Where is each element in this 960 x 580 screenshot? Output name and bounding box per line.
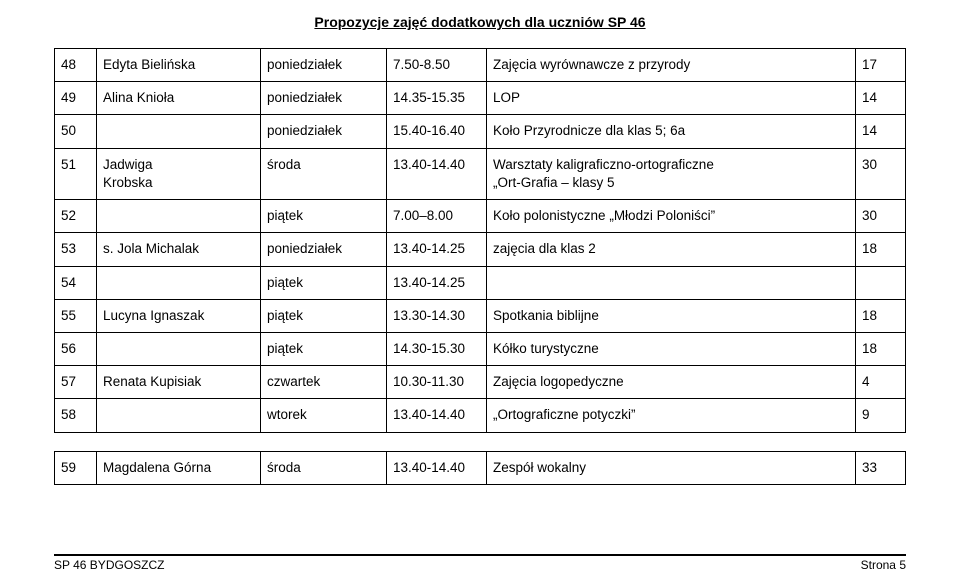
cell-time: 13.40-14.40 — [387, 451, 487, 484]
cell-desc — [487, 266, 856, 299]
cell-num: 50 — [55, 115, 97, 148]
cell-name: Magdalena Górna — [97, 451, 261, 484]
cell-count: 33 — [856, 451, 906, 484]
cell-name — [97, 399, 261, 432]
cell-day: poniedziałek — [261, 82, 387, 115]
cell-day: poniedziałek — [261, 49, 387, 82]
cell-day: poniedziałek — [261, 233, 387, 266]
cell-desc: Zajęcia wyrównawcze z przyrody — [487, 49, 856, 82]
cell-name: Lucyna Ignaszak — [97, 299, 261, 332]
table-row: 55Lucyna Ignaszakpiątek13.30-14.30Spotka… — [55, 299, 906, 332]
footer: SP 46 BYDGOSZCZ Strona 5 — [54, 554, 906, 572]
table-row: 59Magdalena Górnaśroda13.40-14.40Zespół … — [55, 451, 906, 484]
cell-day: czwartek — [261, 366, 387, 399]
cell-day: piątek — [261, 332, 387, 365]
cell-count: 30 — [856, 148, 906, 199]
cell-time: 10.30-11.30 — [387, 366, 487, 399]
cell-desc: Kółko turystyczne — [487, 332, 856, 365]
cell-desc: „Ortograficzne potyczki” — [487, 399, 856, 432]
cell-name: Renata Kupisiak — [97, 366, 261, 399]
cell-day: poniedziałek — [261, 115, 387, 148]
cell-count: 18 — [856, 299, 906, 332]
cell-count: 17 — [856, 49, 906, 82]
cell-num: 52 — [55, 200, 97, 233]
table-row: 50 poniedziałek15.40-16.40Koło Przyrodnic… — [55, 115, 906, 148]
cell-desc: Koło polonistyczne „Młodzi Poloniści” — [487, 200, 856, 233]
cell-time: 7.50-8.50 — [387, 49, 487, 82]
cell-day: środa — [261, 148, 387, 199]
cell-desc: Spotkania biblijne — [487, 299, 856, 332]
cell-num: 59 — [55, 451, 97, 484]
cell-time: 13.30-14.30 — [387, 299, 487, 332]
cell-time: 14.35-15.35 — [387, 82, 487, 115]
table-row: 53s. Jola Michalakponiedziałek13.40-14.2… — [55, 233, 906, 266]
cell-num: 57 — [55, 366, 97, 399]
cell-name — [97, 332, 261, 365]
footer-left: SP 46 BYDGOSZCZ — [54, 558, 164, 572]
cell-name — [97, 200, 261, 233]
cell-name — [97, 266, 261, 299]
cell-time: 13.40-14.40 — [387, 399, 487, 432]
table-row: 51JadwigaKrobskaśroda13.40-14.40Warsztat… — [55, 148, 906, 199]
cell-count: 4 — [856, 366, 906, 399]
cell-time: 14.30-15.30 — [387, 332, 487, 365]
table-row: 56 piątek14.30-15.30Kółko turystyczne18 — [55, 332, 906, 365]
cell-num: 54 — [55, 266, 97, 299]
table-row: 48Edyta Bielińskaponiedziałek7.50-8.50Za… — [55, 49, 906, 82]
cell-num: 56 — [55, 332, 97, 365]
table-row: 54 piątek13.40-14.25 — [55, 266, 906, 299]
page-title: Propozycje zajęć dodatkowych dla uczniów… — [54, 14, 906, 30]
table-row: 49Alina Kniołaponiedziałek14.35-15.35LOP… — [55, 82, 906, 115]
table-row: 52 piątek7.00–8.00Koło polonistyczne „Mło… — [55, 200, 906, 233]
cell-desc: Warsztaty kaligraficzno-ortograficzne„Or… — [487, 148, 856, 199]
cell-count: 18 — [856, 233, 906, 266]
cell-name: Edyta Bielińska — [97, 49, 261, 82]
cell-name: s. Jola Michalak — [97, 233, 261, 266]
cell-name: Alina Knioła — [97, 82, 261, 115]
footer-rule — [54, 554, 906, 556]
cell-time: 13.40-14.25 — [387, 233, 487, 266]
cell-count: 18 — [856, 332, 906, 365]
cell-day: środa — [261, 451, 387, 484]
cell-num: 58 — [55, 399, 97, 432]
cell-name — [97, 115, 261, 148]
table-row: 58 wtorek13.40-14.40„Ortograficzne potycz… — [55, 399, 906, 432]
cell-time: 15.40-16.40 — [387, 115, 487, 148]
cell-count: 14 — [856, 82, 906, 115]
cell-num: 53 — [55, 233, 97, 266]
schedule-table-2: 59Magdalena Górnaśroda13.40-14.40Zespół … — [54, 451, 906, 485]
cell-name: JadwigaKrobska — [97, 148, 261, 199]
cell-num: 49 — [55, 82, 97, 115]
cell-time: 7.00–8.00 — [387, 200, 487, 233]
cell-desc: zajęcia dla klas 2 — [487, 233, 856, 266]
cell-day: piątek — [261, 299, 387, 332]
page: Propozycje zajęć dodatkowych dla uczniów… — [0, 0, 960, 580]
cell-desc: Zespół wokalny — [487, 451, 856, 484]
cell-count — [856, 266, 906, 299]
cell-desc: Koło Przyrodnicze dla klas 5; 6a — [487, 115, 856, 148]
cell-count: 9 — [856, 399, 906, 432]
cell-num: 55 — [55, 299, 97, 332]
cell-num: 48 — [55, 49, 97, 82]
cell-day: wtorek — [261, 399, 387, 432]
cell-count: 14 — [856, 115, 906, 148]
cell-desc: LOP — [487, 82, 856, 115]
cell-count: 30 — [856, 200, 906, 233]
cell-time: 13.40-14.40 — [387, 148, 487, 199]
cell-num: 51 — [55, 148, 97, 199]
cell-desc: Zajęcia logopedyczne — [487, 366, 856, 399]
table-row: 57Renata Kupisiakczwartek10.30-11.30Zaję… — [55, 366, 906, 399]
cell-day: piątek — [261, 200, 387, 233]
cell-day: piątek — [261, 266, 387, 299]
cell-time: 13.40-14.25 — [387, 266, 487, 299]
footer-right: Strona 5 — [861, 558, 906, 572]
schedule-table: 48Edyta Bielińskaponiedziałek7.50-8.50Za… — [54, 48, 906, 433]
